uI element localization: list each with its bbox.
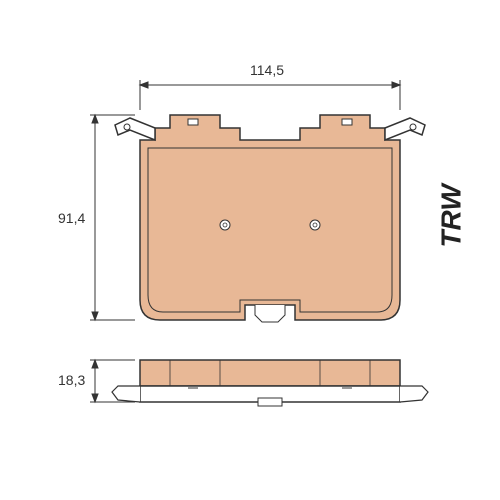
- rivet: [188, 119, 198, 125]
- width-dim-label: 114,5: [250, 62, 284, 78]
- dimension-height: [90, 115, 135, 320]
- height-dim-label: 91,4: [58, 210, 85, 226]
- bottom-bracket: [255, 305, 285, 322]
- left-clip: [115, 118, 155, 140]
- rivet: [342, 119, 352, 125]
- right-clip: [385, 118, 425, 140]
- thickness-dim-label: 18,3: [58, 372, 85, 388]
- brake-pad-front-view: [115, 115, 425, 322]
- rivet-hole: [220, 220, 230, 230]
- dimension-width: [140, 80, 400, 110]
- brake-pad-side-view: [112, 360, 428, 406]
- pad-body: [140, 115, 400, 320]
- brand-logo: TRW: [436, 184, 468, 247]
- diagram-container: 114,5 91,4 18,3 TRW: [0, 0, 500, 500]
- rivet-hole: [310, 220, 320, 230]
